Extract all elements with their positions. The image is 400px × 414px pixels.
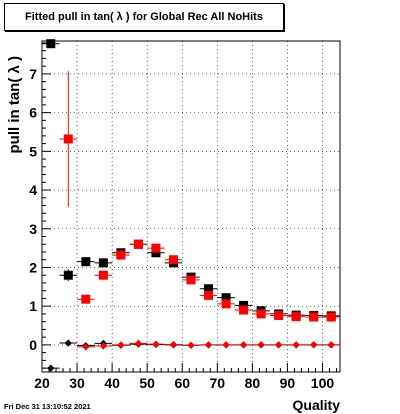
data-point bbox=[152, 340, 160, 348]
data-point bbox=[221, 299, 231, 309]
data-point bbox=[81, 294, 91, 304]
data-point bbox=[221, 293, 231, 303]
data-point bbox=[99, 342, 107, 350]
data-point bbox=[151, 248, 161, 258]
data-point bbox=[46, 39, 56, 49]
data-point bbox=[222, 341, 230, 349]
data-point bbox=[310, 341, 318, 349]
data-point bbox=[133, 239, 143, 249]
series-3 bbox=[77, 339, 340, 351]
series-1 bbox=[59, 71, 340, 322]
chart-title: Fitted pull in tan( λ ) for Global Rec A… bbox=[25, 11, 263, 23]
x-tick-label: 50 bbox=[139, 375, 155, 391]
y-axis-label: pull in tan( λ ) bbox=[6, 56, 23, 154]
x-tick-label: 80 bbox=[245, 375, 261, 391]
data-point bbox=[326, 312, 336, 322]
data-point bbox=[98, 270, 108, 280]
x-tick-label: 70 bbox=[210, 375, 226, 391]
data-point bbox=[63, 134, 73, 144]
data-point bbox=[239, 300, 249, 310]
y-tick-label: 6 bbox=[29, 105, 37, 121]
data-point bbox=[275, 341, 283, 349]
title-box: Fitted pull in tan( λ ) for Global Rec A… bbox=[4, 3, 284, 31]
data-marks bbox=[42, 39, 340, 372]
data-point bbox=[239, 341, 248, 349]
x-tick-label: 20 bbox=[34, 375, 50, 391]
data-point bbox=[168, 255, 178, 265]
data-point bbox=[292, 341, 300, 349]
axis-ticks: 20 30 40 50 60 70 80 90 100 0 1 2 3 4 5 6 7 bbox=[29, 42, 337, 391]
x-tick-label: 60 bbox=[174, 375, 190, 391]
plot-frame bbox=[41, 40, 341, 373]
data-point bbox=[63, 270, 73, 280]
y-tick-label: 5 bbox=[29, 143, 37, 159]
data-point bbox=[274, 310, 284, 320]
data-point bbox=[309, 312, 319, 322]
x-tick-label: 40 bbox=[104, 375, 120, 391]
data-point bbox=[64, 339, 72, 347]
data-point bbox=[327, 341, 335, 349]
timestamp-label: Fri Dec 31 13:10:52 2021 bbox=[4, 402, 91, 411]
data-point bbox=[81, 257, 91, 267]
data-point bbox=[239, 305, 249, 315]
x-axis-label: Quality bbox=[293, 397, 341, 413]
x-tick-label: 100 bbox=[311, 375, 335, 391]
data-point bbox=[187, 341, 195, 349]
data-point bbox=[116, 250, 126, 260]
grid-lines bbox=[41, 41, 340, 372]
y-tick-label: 4 bbox=[29, 182, 37, 198]
data-point bbox=[82, 343, 90, 351]
data-point bbox=[204, 341, 213, 349]
y-tick-label: 0 bbox=[29, 337, 37, 353]
data-point bbox=[204, 290, 214, 300]
data-point bbox=[257, 341, 265, 349]
data-point bbox=[169, 340, 178, 349]
data-point bbox=[47, 364, 55, 372]
data-point bbox=[256, 309, 266, 319]
y-tick-label: 1 bbox=[29, 298, 37, 314]
x-tick-label: 90 bbox=[280, 375, 296, 391]
data-point bbox=[117, 341, 125, 349]
data-point bbox=[204, 284, 214, 294]
y-tick-label: 7 bbox=[29, 66, 37, 82]
y-tick-label: 2 bbox=[29, 259, 37, 275]
x-tick-label: 30 bbox=[69, 375, 85, 391]
data-point bbox=[134, 339, 143, 347]
data-point bbox=[186, 275, 196, 285]
data-point bbox=[151, 243, 161, 253]
y-tick-label: 3 bbox=[29, 221, 37, 237]
data-point bbox=[98, 258, 108, 268]
data-point bbox=[291, 312, 301, 322]
